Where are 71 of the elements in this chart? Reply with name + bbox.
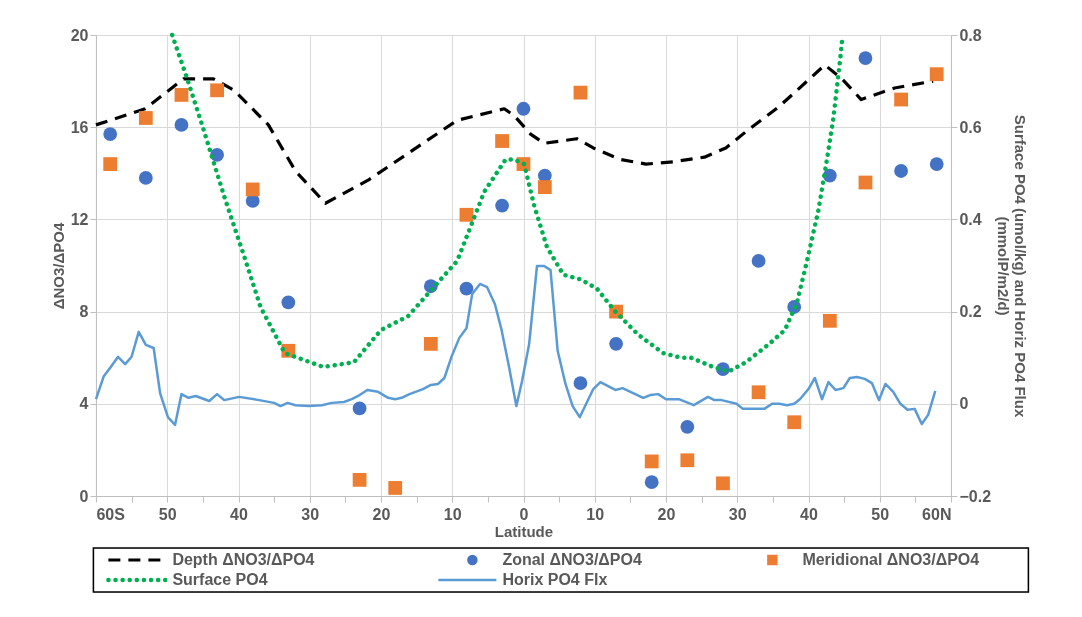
legend-label: Horix PO4 Flx [502,571,608,588]
x-tick-label: 30 [728,505,747,523]
y-tick-label: 0 [79,487,89,505]
y2-tick-label: 0.8 [959,26,982,44]
line-series [169,32,845,374]
point [459,281,474,296]
y2-tick-label: 0.2 [959,303,982,321]
x-tick-label: 20 [372,505,391,523]
point [174,118,189,132]
point [929,157,944,171]
x-axis-title: Latitude [494,522,554,540]
legend-label: Surface PO4 [172,571,268,588]
point [787,415,802,430]
x-tick-label: 10 [586,505,605,523]
point [245,182,260,197]
x-tick-label: 60S [96,505,126,523]
point [822,313,837,328]
y2-axis-title: Surface PO4 (umol/kg) and Horiz PO4 Flux (mmolP/m2/d) [995,114,1030,418]
point [138,171,153,185]
x-tick-label: 10 [443,505,462,523]
y2-tick-label: 0.6 [959,118,982,136]
x-tick-label: 30 [301,505,320,523]
point [537,180,552,195]
y-tick-label: 4 [79,395,89,413]
point [751,385,766,400]
point [716,476,730,491]
y-tick-label: 16 [70,118,89,136]
x-tick-label: 20 [657,505,676,523]
x-tick-label: 60N [922,505,952,523]
x-tick-label: 40 [800,505,818,523]
point [644,475,659,490]
point [751,254,766,268]
point [858,51,873,65]
x-tick-label: 50 [158,505,177,523]
point [352,472,367,487]
y2-tick-label: −0.2 [959,487,992,505]
point [573,85,588,100]
point [138,111,153,125]
point [680,419,695,434]
point [894,164,908,178]
y-tick-label: 12 [70,210,89,228]
y-tick-label: 20 [70,26,89,44]
point [573,376,588,390]
point [423,336,438,351]
point [388,481,403,495]
point [210,83,224,98]
point [680,453,695,468]
y-tick-label: 8 [79,303,89,321]
legend-label: Meridional ΔNO3/ΔPO4 [802,551,980,568]
y-axis-title: ΔNO3/ΔPO4 [49,222,67,310]
point [174,88,189,102]
legend-label: Depth ΔNO3/ΔPO4 [172,551,315,568]
legend-label: Zonal ΔNO3/ΔPO4 [502,551,642,568]
point [929,67,944,82]
point [459,207,474,222]
line-series [94,264,937,427]
x-tick-label: 50 [871,505,890,523]
x-tick-label: 0 [519,505,529,523]
y2-tick-label: 0.4 [959,210,982,228]
point [103,127,118,141]
y2-tick-label: 0 [959,395,969,413]
point [609,336,623,351]
point [644,454,659,469]
point [352,401,367,416]
point [495,134,509,148]
point [281,295,296,310]
point [103,157,118,171]
point [516,101,531,116]
x-tick-label: 40 [230,505,248,523]
point [894,92,908,107]
point [495,198,509,213]
